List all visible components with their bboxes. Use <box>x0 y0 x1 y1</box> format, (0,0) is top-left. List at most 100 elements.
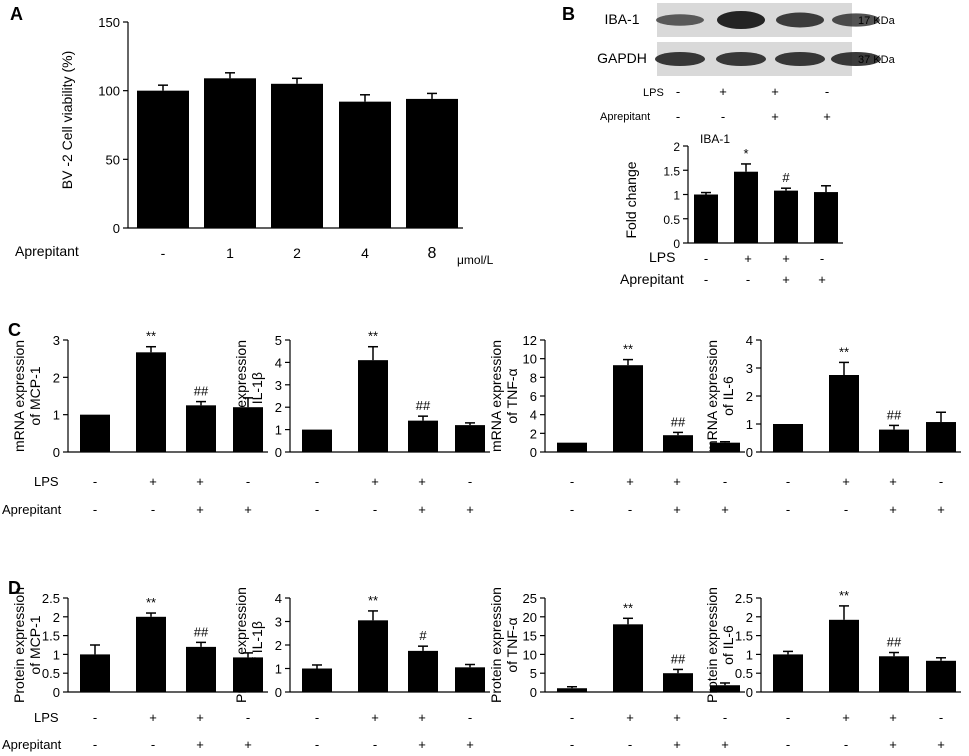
lps-sign: - <box>246 474 250 489</box>
lps-label: LPS <box>34 710 59 725</box>
lps-sign: - <box>570 474 574 489</box>
significance-mark: ** <box>368 593 378 608</box>
bar <box>137 90 189 229</box>
lps-label: LPS <box>649 249 675 265</box>
aprepitant-sign: + <box>418 502 426 517</box>
x-tick-label: 1 <box>226 245 234 261</box>
y-tick-label: 1 <box>275 423 282 438</box>
y-tick-label: 0.5 <box>735 666 753 681</box>
y-tick-label: 0 <box>530 685 537 700</box>
y-axis-label: of IL-6 <box>720 376 736 416</box>
y-tick-label: 3 <box>53 333 60 348</box>
bar <box>408 420 438 452</box>
y-tick-label: 100 <box>98 84 120 99</box>
y-axis-label: of MCP-1 <box>27 615 43 674</box>
lps-sign: + <box>626 474 634 489</box>
x-tick-label: 8 <box>428 245 437 262</box>
y-tick-label: 0.5 <box>663 213 680 227</box>
lps-sign: - <box>93 710 97 725</box>
bar <box>186 646 216 692</box>
aprepitant-sign: + <box>244 502 252 517</box>
lps-sign: - <box>786 474 790 489</box>
y-tick-label: 0 <box>746 685 753 700</box>
bar <box>774 190 798 243</box>
panel-letter: A <box>10 4 23 24</box>
y-tick-label: 1.5 <box>42 629 60 644</box>
aprepitant-label: Aprepitant <box>620 271 684 287</box>
aprepitant-sign: - <box>373 737 377 752</box>
aprepitant-sign: + <box>196 502 204 517</box>
gapdh-band <box>831 52 881 66</box>
y-axis-label: of IL-1β <box>249 372 265 420</box>
lps-sign: - <box>676 84 680 99</box>
bar <box>926 660 956 692</box>
aprepitant-sign: + <box>673 737 681 752</box>
gapdh-band <box>655 52 705 66</box>
y-axis-label: Protein expression <box>11 587 27 703</box>
significance-mark: ** <box>146 595 156 610</box>
aprepitant-sign: - <box>373 502 377 517</box>
aprepitant-sign: + <box>937 737 945 752</box>
bar <box>136 352 166 452</box>
y-tick-label: 1 <box>746 417 753 432</box>
bar <box>829 375 859 452</box>
lps-sign: + <box>842 474 850 489</box>
y-axis-label: mRNA expression <box>11 340 27 452</box>
lps-sign: + <box>719 84 727 99</box>
chart-title: IBA-1 <box>700 132 730 146</box>
panel-letter: D <box>8 578 21 598</box>
aprepitant-sign: - <box>746 272 750 287</box>
bar <box>879 656 909 692</box>
y-tick-label: 4 <box>530 408 537 423</box>
y-tick-label: 0 <box>673 237 680 251</box>
y-tick-label: 25 <box>523 591 537 606</box>
aprepitant-sign: + <box>889 502 897 517</box>
y-tick-label: 3 <box>746 361 753 376</box>
significance-mark: ** <box>839 344 849 359</box>
aprepitant-sign: - <box>93 502 97 517</box>
y-tick-label: 3 <box>275 615 282 630</box>
lps-sign: - <box>468 710 472 725</box>
aprepitant-sign: + <box>823 109 831 124</box>
lps-sign: - <box>246 710 250 725</box>
y-tick-label: 4 <box>746 333 753 348</box>
y-tick-label: 8 <box>530 370 537 385</box>
significance-mark: # <box>782 170 790 185</box>
blot-row-label: IBA-1 <box>604 11 639 27</box>
y-tick-label: 2 <box>673 140 680 154</box>
y-tick-label: 2 <box>746 389 753 404</box>
aprepitant-sign: + <box>889 737 897 752</box>
y-tick-label: 0 <box>746 445 753 460</box>
blot-size-label: 37 KDa <box>858 54 896 66</box>
lps-sign: + <box>418 474 426 489</box>
lps-sign: + <box>196 474 204 489</box>
y-tick-label: 1.5 <box>735 629 753 644</box>
bar <box>734 171 758 243</box>
aprepitant-sign: + <box>466 737 474 752</box>
bar <box>455 425 485 452</box>
y-axis-label: of MCP-1 <box>27 366 43 425</box>
lps-sign: + <box>744 251 752 266</box>
y-tick-label: 15 <box>523 629 537 644</box>
bar <box>926 422 956 452</box>
aprepitant-sign: - <box>721 109 725 124</box>
significance-mark: ** <box>146 329 156 344</box>
lps-sign: - <box>723 474 727 489</box>
bar <box>233 407 263 452</box>
significance-mark: # <box>419 628 427 643</box>
lps-sign: - <box>820 251 824 266</box>
bar <box>339 101 391 228</box>
aprepitant-sign: - <box>786 502 790 517</box>
bar <box>710 442 740 452</box>
y-tick-label: 1 <box>673 189 680 203</box>
y-tick-label: 4 <box>275 591 282 606</box>
aprepitant-sign: + <box>937 502 945 517</box>
aprepitant-sign: - <box>628 737 632 752</box>
significance-mark: ## <box>887 407 902 422</box>
y-tick-label: 2 <box>275 638 282 653</box>
panel-letter: B <box>562 4 575 24</box>
aprepitant-sign: - <box>570 502 574 517</box>
bar <box>358 620 388 692</box>
blot-size-label: 17 KDa <box>858 15 896 27</box>
significance-mark: ## <box>671 414 686 429</box>
